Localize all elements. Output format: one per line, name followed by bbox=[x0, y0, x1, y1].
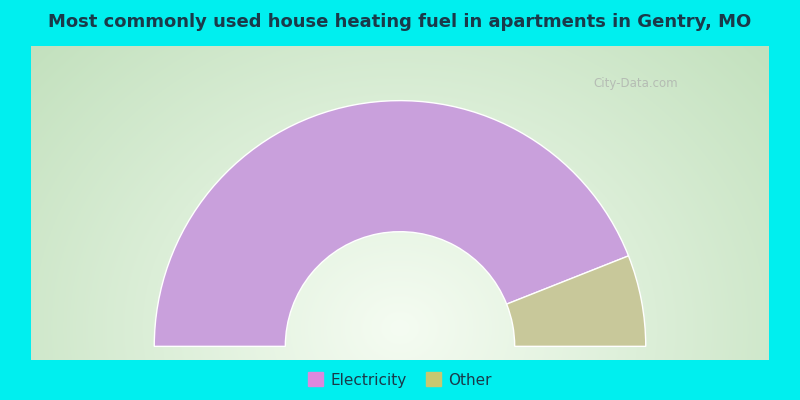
Text: Most commonly used house heating fuel in apartments in Gentry, MO: Most commonly used house heating fuel in… bbox=[48, 13, 752, 31]
Legend: Electricity, Other: Electricity, Other bbox=[302, 366, 498, 394]
Wedge shape bbox=[154, 101, 629, 346]
Wedge shape bbox=[506, 256, 646, 346]
Text: City-Data.com: City-Data.com bbox=[594, 77, 678, 90]
